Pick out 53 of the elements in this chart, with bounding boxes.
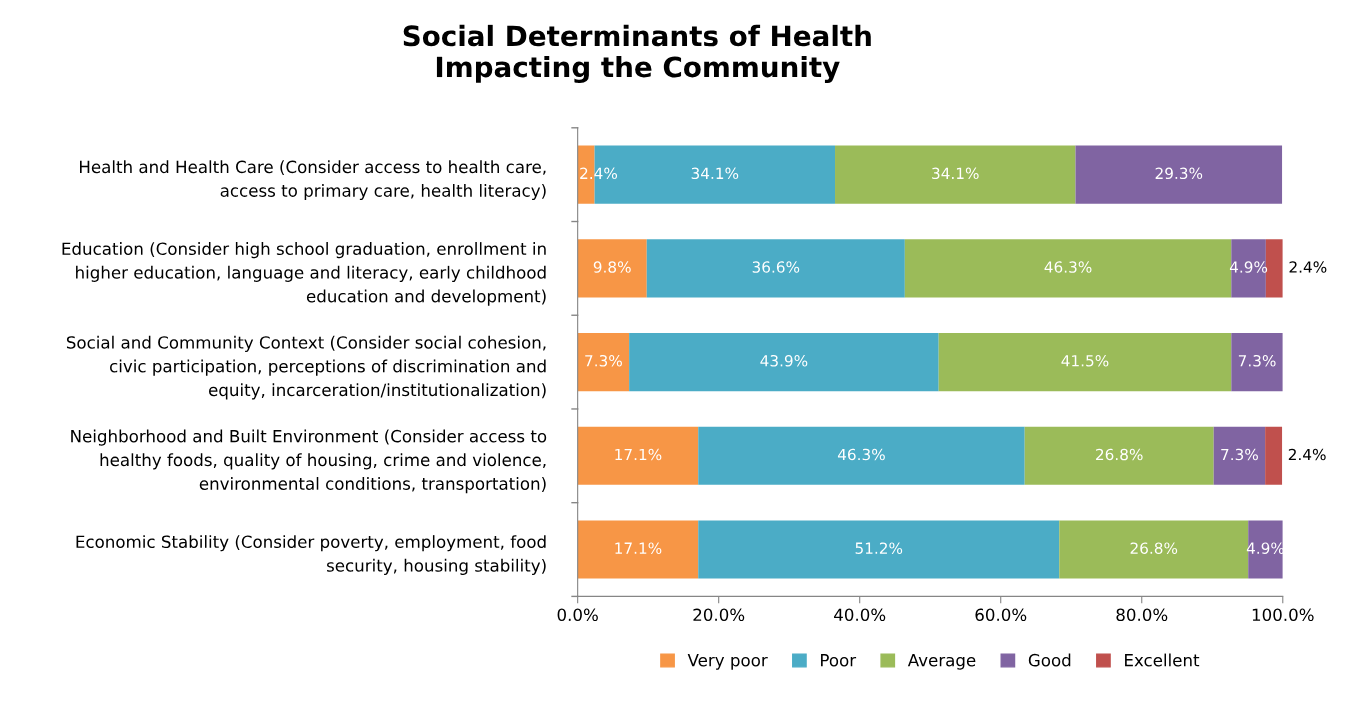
x-tick-label: 40.0%: [834, 608, 886, 622]
bar: [646, 239, 905, 298]
legend-label: Excellent: [1125, 653, 1200, 667]
bar: [1265, 239, 1283, 298]
bar: [1024, 426, 1214, 485]
data-label: 2.4%: [1289, 261, 1327, 273]
y-tick-label: Health and Health Care (Consider access to health care, access to primary care, health literacy): [80, 160, 546, 201]
y-tick-label: Social and Community Context (Consider social cohesion, civic participation, perceptions of discrimination and equity, incarceration/institutionalization): [66, 335, 546, 400]
legend-label: Good: [1028, 653, 1071, 667]
bar: [577, 426, 699, 485]
data-label: 43.9%: [760, 354, 808, 367]
bar: [1265, 426, 1283, 485]
x-tick-label: 20.0%: [693, 608, 745, 622]
data-label: 34.1%: [932, 167, 979, 180]
data-label: 46.3%: [1044, 261, 1092, 273]
bar: [577, 333, 630, 392]
bar: [577, 520, 699, 579]
bar: [698, 426, 1025, 485]
bar: [1231, 333, 1283, 392]
data-label: 7.3%: [1221, 448, 1258, 461]
data-label: 2.4%: [1288, 448, 1326, 461]
x-tick-label: 0.0%: [557, 608, 598, 622]
data-label: 26.8%: [1130, 542, 1178, 554]
data-label: 51.2%: [855, 542, 903, 554]
data-label: 46.3%: [837, 448, 885, 461]
y-tick-label: Neighborhood and Built Environment (Consider access to healthy foods, quality of housing, crime and violence, environmental conditions, transportation): [71, 429, 547, 494]
data-label: 17.1%: [615, 448, 662, 461]
bar: [904, 239, 1232, 298]
bar: [698, 520, 1060, 579]
data-label: 29.3%: [1155, 167, 1203, 180]
bar: [1213, 426, 1266, 485]
bar: [629, 333, 939, 392]
data-label: 9.8%: [593, 261, 631, 273]
data-label: 7.3%: [585, 354, 622, 367]
data-label: 34.1%: [691, 167, 739, 180]
x-tick-label: 100.0%: [1252, 608, 1314, 622]
data-label: 17.1%: [615, 542, 662, 554]
bar: [577, 239, 647, 298]
data-label: 26.8%: [1096, 448, 1143, 461]
chart-title: Social Determinants of Health Impacting the Community: [403, 24, 871, 84]
legend-label: Very poor: [687, 654, 768, 670]
legend-label: Average: [907, 654, 976, 670]
data-label: 41.5%: [1061, 354, 1109, 367]
bar: [1075, 145, 1283, 204]
y-tick-label: Education (Consider high school graduation, enrollment in higher education, language and literacy, early childhood education and development): [62, 242, 546, 306]
x-tick-label: 80.0%: [1116, 608, 1168, 622]
data-label: 7.3%: [1238, 354, 1276, 367]
y-tick-label: Economic Stability (Consider poverty, employment, food security, housing stability): [76, 535, 546, 575]
legend-label: Poor: [821, 654, 857, 667]
bar: [835, 145, 1076, 204]
data-label: 36.6%: [752, 261, 800, 273]
x-tick-label: 60.0%: [975, 608, 1027, 622]
bar: [938, 333, 1232, 392]
